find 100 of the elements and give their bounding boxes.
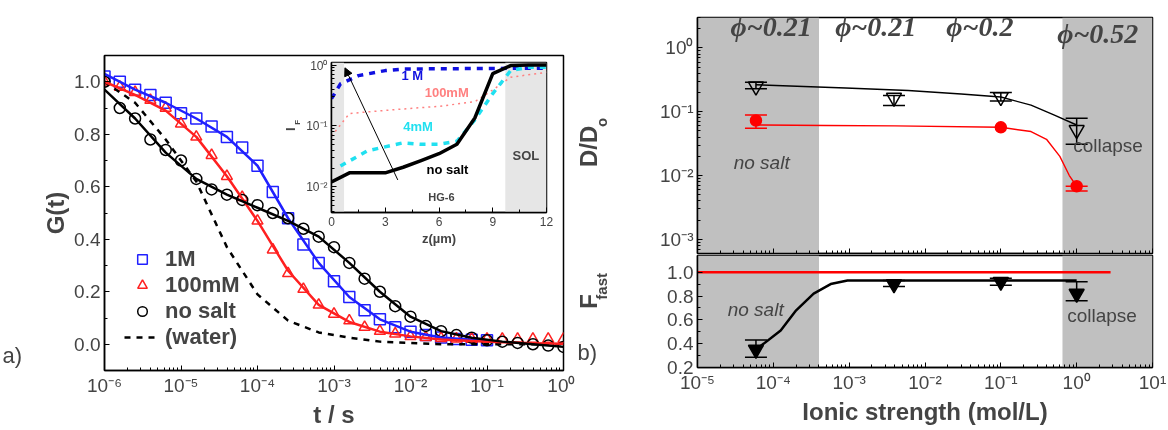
point: [297, 238, 310, 251]
point: [266, 185, 280, 199]
x-tick-label: 10⁻²: [393, 374, 428, 396]
point: [327, 306, 341, 318]
y-axis-title: D/Do: [575, 117, 610, 168]
x-tick-label: 10⁰: [547, 374, 576, 396]
y-tick-label: 10⁻³: [660, 228, 694, 250]
y-tick-label: 0.4: [74, 228, 101, 250]
y-axis-title: Ffast: [575, 272, 610, 309]
point: [526, 338, 540, 351]
point: [205, 183, 218, 196]
point: [281, 266, 295, 278]
point: [358, 320, 371, 332]
point: [190, 112, 203, 125]
point: [388, 320, 402, 334]
series-label: no salt: [426, 162, 470, 178]
y-tick-label: 0.0: [74, 333, 101, 355]
x-tick-label: 10⁻⁴: [755, 371, 791, 393]
annotation: HG-6: [428, 190, 455, 203]
point: [174, 116, 188, 128]
point: [312, 297, 325, 309]
point: [312, 230, 325, 243]
point: [144, 88, 157, 102]
y-tick-label: 10⁻¹: [660, 101, 694, 123]
legend-label: (water): [165, 324, 238, 350]
y-tick-label: 1.0: [667, 261, 694, 283]
point: [205, 120, 218, 133]
y-tick-label: 10⁻²: [660, 165, 694, 187]
x-axis-title: t / s: [313, 400, 355, 428]
point: [373, 324, 387, 336]
point: [297, 222, 310, 235]
y-tick-label: 0.4: [667, 333, 694, 355]
point: [174, 154, 188, 167]
point: [251, 198, 264, 212]
text: b): [577, 339, 598, 365]
y-tick-label: 10⁰: [310, 58, 328, 73]
point: [266, 242, 280, 254]
point: [174, 107, 188, 120]
annotation: collapse: [1073, 135, 1143, 157]
point: [251, 213, 264, 225]
y-tick-label: 10⁻²: [306, 179, 328, 194]
x-axis-title: z(µm): [421, 230, 457, 246]
legend-label: 1M: [165, 246, 196, 272]
point: [220, 188, 234, 201]
annotation: ϕ~0.21: [730, 10, 812, 42]
point: [266, 206, 280, 220]
point: [373, 313, 387, 326]
y-axis-title: G(t): [42, 191, 70, 235]
point: [190, 172, 203, 186]
point: [297, 282, 310, 294]
point: [388, 299, 402, 313]
x-tick-label: 0: [328, 214, 336, 229]
point: [205, 148, 218, 160]
point: [358, 303, 371, 317]
series-label: 4mM: [403, 118, 433, 134]
y-tick-label: 0.6: [74, 176, 101, 198]
point: [220, 130, 234, 144]
point: [159, 143, 172, 157]
x-tick-label: 10⁻⁵: [163, 374, 199, 396]
y-tick-label: 0.8: [667, 285, 694, 307]
point: [541, 339, 555, 352]
legend-label: no salt: [165, 298, 236, 324]
point: [113, 75, 127, 88]
x-tick-label: 10⁻²: [908, 371, 942, 393]
x-tick-label: 10⁻¹: [984, 371, 1018, 393]
y-tick-label: 0.8: [74, 123, 101, 145]
point: [496, 335, 509, 348]
point: [190, 129, 203, 141]
point: [404, 329, 417, 341]
y-tick-label: 0.2: [74, 281, 101, 303]
annotation: ϕ~0.2: [946, 10, 1014, 42]
x-tick-label: 10⁻¹: [470, 374, 504, 396]
x-tick-label: 10⁻³: [832, 371, 866, 393]
point: [327, 275, 341, 288]
point: [144, 93, 157, 105]
point: [235, 193, 249, 207]
annotation: ϕ~0.52: [1057, 18, 1139, 50]
point: [251, 159, 264, 172]
series-label: 100mM: [424, 84, 469, 100]
series-label: 1 M: [401, 68, 424, 84]
point: [526, 331, 540, 343]
annotation: no salt: [727, 298, 785, 320]
point: [327, 240, 341, 254]
y-axis-title: IF: [282, 119, 302, 131]
point: [388, 326, 402, 338]
x-tick-label: 6: [435, 214, 443, 229]
annotation: collapse: [1067, 304, 1137, 326]
point: [312, 256, 325, 270]
point: [343, 290, 356, 304]
annotation: ϕ~0.21: [835, 10, 917, 42]
x-tick-label: 12: [539, 214, 554, 229]
x-tick-label: 10⁻⁶: [87, 374, 122, 396]
point: [358, 272, 371, 285]
y-tick-label: 10⁰: [665, 37, 694, 59]
point: [541, 331, 555, 343]
x-tick-label: 10⁰: [1062, 371, 1091, 393]
x-tick-label: 3: [381, 214, 389, 229]
point: [419, 319, 433, 333]
point: [113, 79, 127, 91]
annotation: no salt: [733, 151, 791, 173]
